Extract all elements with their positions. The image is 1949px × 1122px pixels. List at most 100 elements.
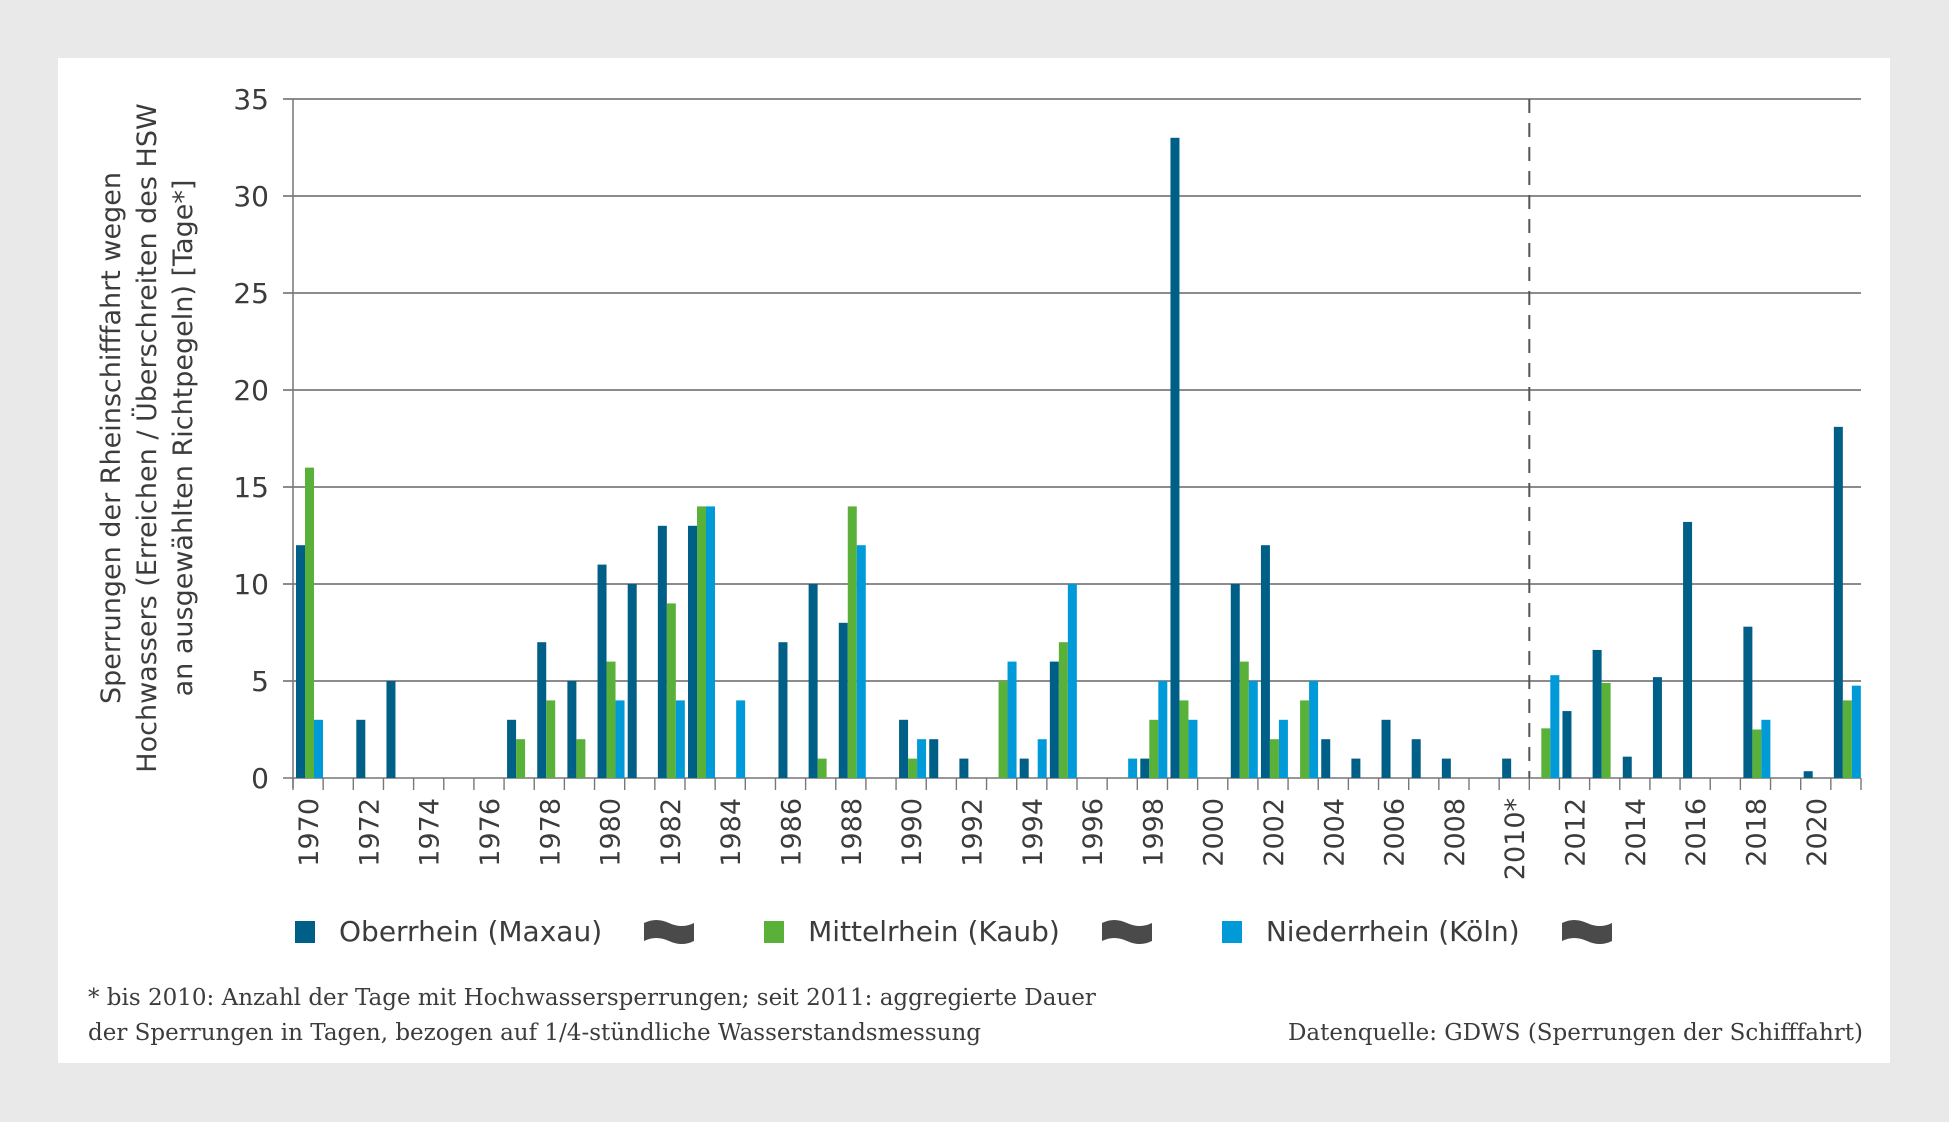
bar-mittelrhein-1998 — [1149, 719, 1159, 778]
bar-niederrhein-2011 — [1550, 675, 1560, 778]
bar-niederrhein-2001 — [1248, 681, 1258, 778]
x-tick-label: 2002 — [1259, 798, 1290, 867]
bar-niederrhein-1988 — [856, 545, 866, 778]
bar-oberrhein-1998 — [1140, 758, 1150, 778]
y-axis-title-line: an ausgewählten Richtpegeln) [Tage*] — [168, 180, 199, 697]
bar-oberrhein-2004 — [1321, 739, 1331, 778]
bar-niederrhein-1970 — [314, 719, 323, 778]
y-tick-label: 5 — [251, 665, 269, 698]
y-tick-label: 30 — [233, 180, 269, 213]
x-tick-label: 1998 — [1138, 798, 1169, 867]
x-tick-label: 1992 — [957, 798, 988, 867]
bar-mittelrhein-2003 — [1300, 700, 1310, 778]
bar-niederrhein-2002 — [1278, 719, 1288, 778]
bar-oberrhein-2013 — [1592, 649, 1602, 778]
x-tick-label: 2018 — [1741, 798, 1772, 867]
bar-oberrhein-2016 — [1683, 521, 1693, 778]
footnote-line-1: * bis 2010: Anzahl der Tage mit Hochwass… — [88, 985, 1096, 1011]
legend-item-oberrhein: Oberrhein (Maxau) — [295, 915, 695, 948]
bar-oberrhein-1987 — [808, 584, 818, 778]
x-tick-label: 1984 — [716, 798, 747, 867]
bar-mittelrhein-2021 — [1842, 700, 1852, 778]
bar-oberrhein-1982 — [657, 525, 667, 778]
x-tick-label: 2008 — [1440, 798, 1471, 867]
bar-mittelrhein-2011 — [1541, 728, 1551, 778]
x-tick-label: 2016 — [1681, 798, 1712, 867]
bar-oberrhein-2012 — [1562, 711, 1572, 778]
chart-card — [58, 58, 1890, 1063]
footnote-line-2: der Sperrungen in Tagen, bezogen auf 1/4… — [88, 1020, 981, 1046]
bar-niederrhein-1982 — [675, 700, 685, 778]
x-tick-label: 2014 — [1621, 798, 1652, 867]
bar-oberrhein-1980 — [597, 564, 607, 778]
bar-niederrhein-1999 — [1188, 719, 1198, 778]
x-tick-label: 2006 — [1380, 798, 1411, 867]
y-tick-label: 35 — [233, 83, 269, 116]
y-tick-label: 25 — [233, 277, 269, 310]
bar-mittelrhein-2013 — [1601, 682, 1611, 778]
bar-oberrhein-1995 — [1049, 661, 1059, 778]
x-tick-label: 1990 — [897, 798, 928, 867]
bar-oberrhein-2010 — [1502, 758, 1512, 778]
legend: Oberrhein (Maxau) Mittelrhein (Kaub) Nie… — [295, 915, 1682, 948]
bar-oberrhein-1978 — [537, 642, 547, 778]
bar-oberrhein-1979 — [567, 681, 577, 778]
x-tick-label: 1970 — [294, 798, 325, 867]
y-tick-label: 20 — [233, 374, 269, 407]
wave-flag-icon — [644, 919, 695, 944]
x-tick-label: 2010* — [1500, 798, 1531, 880]
legend-label: Niederrhein (Köln) — [1265, 915, 1520, 948]
bar-mittelrhein-1980 — [606, 661, 616, 778]
legend-label: Mittelrhein (Kaub) — [808, 915, 1060, 948]
y-tick-label: 15 — [233, 471, 269, 504]
bar-oberrhein-1990 — [899, 719, 909, 778]
legend-swatch — [1221, 920, 1242, 943]
x-tick-label: 1980 — [596, 798, 627, 867]
x-tick-label: 1974 — [415, 798, 446, 867]
bar-niederrhein-2021 — [1851, 685, 1861, 778]
data-source: Datenquelle: GDWS (Sperrungen der Schiff… — [1287, 1020, 1863, 1046]
bar-mittelrhein-2002 — [1269, 739, 1279, 778]
bar-niederrhein-1994 — [1037, 739, 1047, 778]
bar-mittelrhein-2001 — [1239, 661, 1249, 778]
bar-oberrhein-1994 — [1019, 758, 1029, 778]
bar-oberrhein-2014 — [1622, 756, 1632, 778]
x-tick-label: 1986 — [777, 798, 808, 867]
bar-oberrhein-1983 — [688, 525, 697, 778]
bar-mittelrhein-2018 — [1752, 729, 1762, 778]
legend-label: Oberrhein (Maxau) — [339, 915, 603, 948]
x-tick-label: 1972 — [354, 798, 385, 867]
y-axis-title-line: Sperrungen der Rheinschifffahrt wegen — [96, 172, 127, 704]
bar-mittelrhein-1999 — [1179, 700, 1189, 778]
x-tick-label: 2004 — [1319, 798, 1350, 867]
bar-niederrhein-2018 — [1761, 719, 1771, 778]
y-tick-label: 0 — [251, 762, 269, 795]
bar-mittelrhein-1988 — [847, 506, 857, 778]
bar-oberrhein-1992 — [959, 758, 969, 778]
bar-oberrhein-2018 — [1743, 626, 1753, 778]
bar-mittelrhein-1977 — [516, 739, 526, 778]
bar-niederrhein-1984 — [736, 700, 746, 778]
bar-oberrhein-1972 — [356, 719, 366, 778]
bar-mittelrhein-1983 — [697, 506, 706, 778]
bar-oberrhein-2006 — [1381, 719, 1391, 778]
legend-swatch — [764, 920, 785, 943]
bar-oberrhein-2002 — [1260, 545, 1270, 778]
legend-item-niederrhein: Niederrhein (Köln) — [1221, 915, 1612, 948]
bar-oberrhein-2015 — [1652, 677, 1662, 778]
bar-oberrhein-1981 — [627, 584, 637, 778]
bar-mittelrhein-1993 — [998, 681, 1008, 778]
bar-niederrhein-1980 — [615, 700, 625, 778]
bar-mittelrhein-1970 — [305, 467, 314, 778]
bar-oberrhein-1991 — [929, 739, 939, 778]
bar-niederrhein-1995 — [1067, 584, 1077, 778]
legend-item-mittelrhein: Mittelrhein (Kaub) — [764, 915, 1152, 948]
bar-mittelrhein-1995 — [1058, 642, 1068, 778]
bar-niederrhein-1997 — [1128, 758, 1138, 778]
bar-mittelrhein-1987 — [817, 758, 827, 778]
bar-oberrhein-1986 — [778, 642, 788, 778]
bar-mittelrhein-1982 — [666, 603, 676, 778]
x-tick-label: 1988 — [837, 798, 868, 867]
bar-oberrhein-2001 — [1230, 584, 1240, 778]
